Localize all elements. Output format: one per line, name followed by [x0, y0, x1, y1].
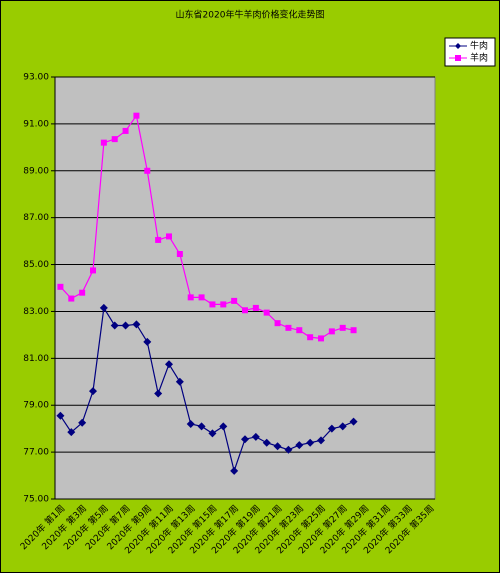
data-point [186, 419, 195, 428]
data-point [231, 297, 238, 304]
y-tick-label: 87.00 [23, 213, 49, 223]
data-point [284, 445, 293, 454]
data-point [110, 321, 119, 330]
data-point [349, 417, 358, 426]
series-line [59, 114, 354, 340]
data-point [197, 422, 206, 431]
legend-label: 羊肉 [470, 52, 488, 64]
data-point [242, 307, 248, 314]
data-point [318, 335, 324, 342]
y-tick-label: 77.00 [23, 448, 49, 458]
data-point [307, 334, 314, 341]
data-point [155, 236, 162, 243]
data-point [187, 294, 194, 301]
y-tick-label: 93.00 [23, 73, 49, 83]
data-point [56, 411, 65, 420]
data-point [132, 320, 141, 329]
data-point [99, 303, 108, 312]
data-point [122, 127, 129, 134]
data-point [89, 387, 97, 396]
data-point [251, 432, 260, 441]
data-point [317, 436, 325, 445]
data-point [339, 324, 346, 331]
data-point [219, 422, 228, 431]
chart-title: 山东省2020年牛羊肉价格变化走势图 [176, 9, 325, 21]
data-point [263, 309, 270, 316]
data-point [220, 301, 227, 308]
data-point [262, 438, 271, 447]
data-point [252, 304, 259, 311]
y-tick-label: 85.00 [23, 260, 49, 270]
data-point [133, 112, 140, 119]
data-point [78, 418, 87, 427]
data-point [166, 233, 172, 240]
y-tick-label: 79.00 [23, 401, 49, 411]
data-point [121, 321, 130, 330]
data-point [100, 139, 107, 146]
data-point [230, 466, 239, 475]
data-point [296, 327, 303, 334]
y-tick-label: 89.00 [23, 166, 49, 176]
legend-label: 牛肉 [470, 40, 488, 52]
data-point [176, 251, 183, 258]
data-point [285, 324, 292, 331]
data-point [241, 435, 249, 444]
data-point [79, 289, 86, 296]
data-point [350, 327, 357, 334]
data-point [208, 429, 217, 438]
data-point [175, 377, 184, 386]
data-point [67, 428, 76, 437]
data-point [295, 441, 304, 450]
data-point [209, 301, 216, 308]
data-point [90, 267, 96, 274]
data-point [328, 328, 335, 335]
y-tick-label: 75.00 [23, 495, 49, 505]
y-tick-label: 83.00 [23, 307, 49, 317]
data-point [274, 320, 281, 327]
legend-marker [455, 43, 461, 49]
data-point [144, 167, 151, 174]
data-point [306, 438, 315, 447]
data-point [111, 136, 118, 143]
data-point [143, 337, 152, 346]
data-point [165, 360, 173, 369]
data-point [273, 442, 282, 451]
legend-box [444, 37, 496, 67]
data-point [57, 283, 64, 290]
legend-marker [455, 55, 461, 61]
data-point [198, 294, 205, 301]
data-point [338, 422, 347, 431]
data-point [68, 295, 75, 302]
series-line [59, 306, 354, 474]
y-tick-label: 91.00 [23, 119, 49, 129]
data-point [154, 389, 163, 398]
plot-area [54, 76, 436, 500]
data-point [327, 424, 336, 433]
y-tick-label: 81.00 [23, 354, 49, 364]
